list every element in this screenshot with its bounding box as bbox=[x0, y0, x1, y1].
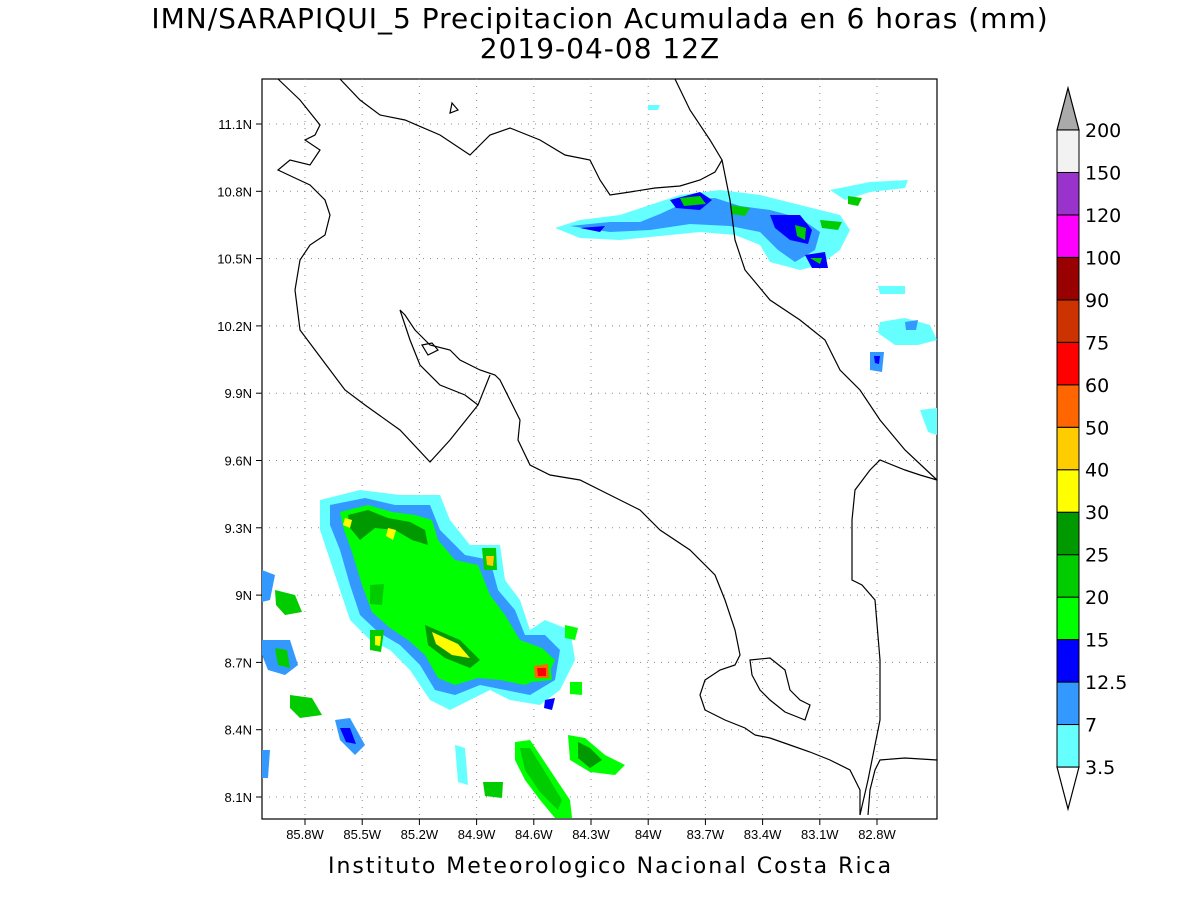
colorbar-swatch bbox=[1056, 214, 1080, 258]
lat-label: 10.8N bbox=[217, 184, 252, 199]
colorbar-level-label: 150 bbox=[1085, 162, 1121, 184]
precip-area-north bbox=[555, 105, 937, 435]
lon-label: 85.5W bbox=[343, 827, 381, 842]
colorbar-level-label: 40 bbox=[1085, 460, 1109, 482]
lat-label: 8.7N bbox=[225, 655, 252, 670]
colorbar-swatch bbox=[1056, 469, 1080, 513]
lon-label: 83.4W bbox=[744, 827, 782, 842]
latitude-labels: 11.1N 10.8N 10.5N 10.2N 9.9N 9.6N 9.3N 9N 8.7N 8.… bbox=[217, 117, 262, 805]
lat-label: 10.2N bbox=[217, 319, 252, 334]
lat-label: 8.4N bbox=[225, 723, 252, 738]
colorbar-level-label: 20 bbox=[1085, 587, 1109, 609]
coastlines bbox=[276, 78, 938, 816]
border-lines bbox=[339, 78, 938, 816]
colorbar-under-triangle bbox=[1056, 766, 1080, 812]
map-title: IMN/SARAPIQUI_5 Precipitacion Acumulada … bbox=[151, 2, 1049, 35]
lon-label: 84W bbox=[635, 827, 662, 842]
map-timestamp: 2019-04-08 12Z bbox=[479, 32, 721, 65]
colorbar-swatch bbox=[1056, 724, 1080, 768]
colorbar-swatch bbox=[1056, 639, 1080, 683]
colorbar-swatch bbox=[1056, 299, 1080, 343]
lon-label: 85.8W bbox=[286, 827, 324, 842]
lat-label: 11.1N bbox=[218, 117, 252, 132]
lat-label: 9N bbox=[235, 588, 252, 603]
colorbar-over-triangle bbox=[1056, 85, 1080, 131]
lon-label: 84.3W bbox=[572, 827, 610, 842]
lat-label: 10.5N bbox=[217, 252, 252, 267]
colorbar: 3.5 7 12.5 15 20 25 30 40 50 60 75 90 100 120 150 200 bbox=[1056, 85, 1127, 812]
lon-label: 82.8W bbox=[858, 827, 896, 842]
lon-label: 84.6W bbox=[515, 827, 553, 842]
lon-label: 85.2W bbox=[401, 827, 439, 842]
colorbar-swatch bbox=[1056, 171, 1080, 216]
plot-frame bbox=[261, 78, 938, 820]
lon-label: 83.1W bbox=[801, 827, 839, 842]
colorbar-level-label: 12.5 bbox=[1085, 672, 1127, 694]
colorbar-level-label: 75 bbox=[1085, 332, 1109, 354]
lon-label: 83.7W bbox=[687, 827, 725, 842]
colorbar-level-label: 60 bbox=[1085, 375, 1109, 397]
lat-label: 8.1N bbox=[225, 790, 252, 805]
colorbar-swatch bbox=[1056, 554, 1080, 598]
colorbar-level-label: 25 bbox=[1085, 545, 1109, 567]
lat-label: 9.3N bbox=[225, 521, 252, 536]
colorbar-level-label: 15 bbox=[1085, 630, 1109, 652]
colorbar-level-label: 120 bbox=[1085, 205, 1121, 227]
colorbar-swatch bbox=[1056, 129, 1080, 173]
colorbar-level-label: 50 bbox=[1085, 417, 1109, 439]
colorbar-level-label: 7 bbox=[1085, 715, 1097, 737]
colorbar-level-label: 100 bbox=[1085, 247, 1121, 269]
colorbar-swatch bbox=[1056, 341, 1080, 386]
colorbar-level-label: 3.5 bbox=[1085, 757, 1115, 779]
colorbar-swatch bbox=[1056, 596, 1080, 641]
footer-credit: Instituto Meteorologico Nacional Costa R… bbox=[328, 854, 894, 879]
colorbar-level-label: 90 bbox=[1085, 290, 1109, 312]
lat-label: 9.9N bbox=[225, 386, 252, 401]
colorbar-swatch bbox=[1056, 511, 1080, 556]
lon-label: 84.9W bbox=[458, 827, 496, 842]
colorbar-level-label: 200 bbox=[1085, 120, 1121, 142]
colorbar-swatch bbox=[1056, 256, 1080, 301]
colorbar-swatch bbox=[1056, 384, 1080, 428]
colorbar-swatch bbox=[1056, 426, 1080, 471]
precip-area-south bbox=[262, 490, 625, 818]
lat-label: 9.6N bbox=[225, 454, 252, 469]
colorbar-level-label: 30 bbox=[1085, 502, 1109, 524]
colorbar-swatch bbox=[1056, 681, 1080, 726]
longitude-labels: 85.8W 85.5W 85.2W 84.9W 84.6W 84.3W 84W 83.7W 83… bbox=[286, 819, 897, 842]
